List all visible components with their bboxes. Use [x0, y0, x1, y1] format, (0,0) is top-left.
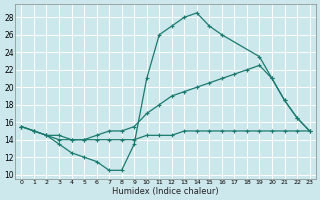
X-axis label: Humidex (Indice chaleur): Humidex (Indice chaleur)	[112, 187, 219, 196]
